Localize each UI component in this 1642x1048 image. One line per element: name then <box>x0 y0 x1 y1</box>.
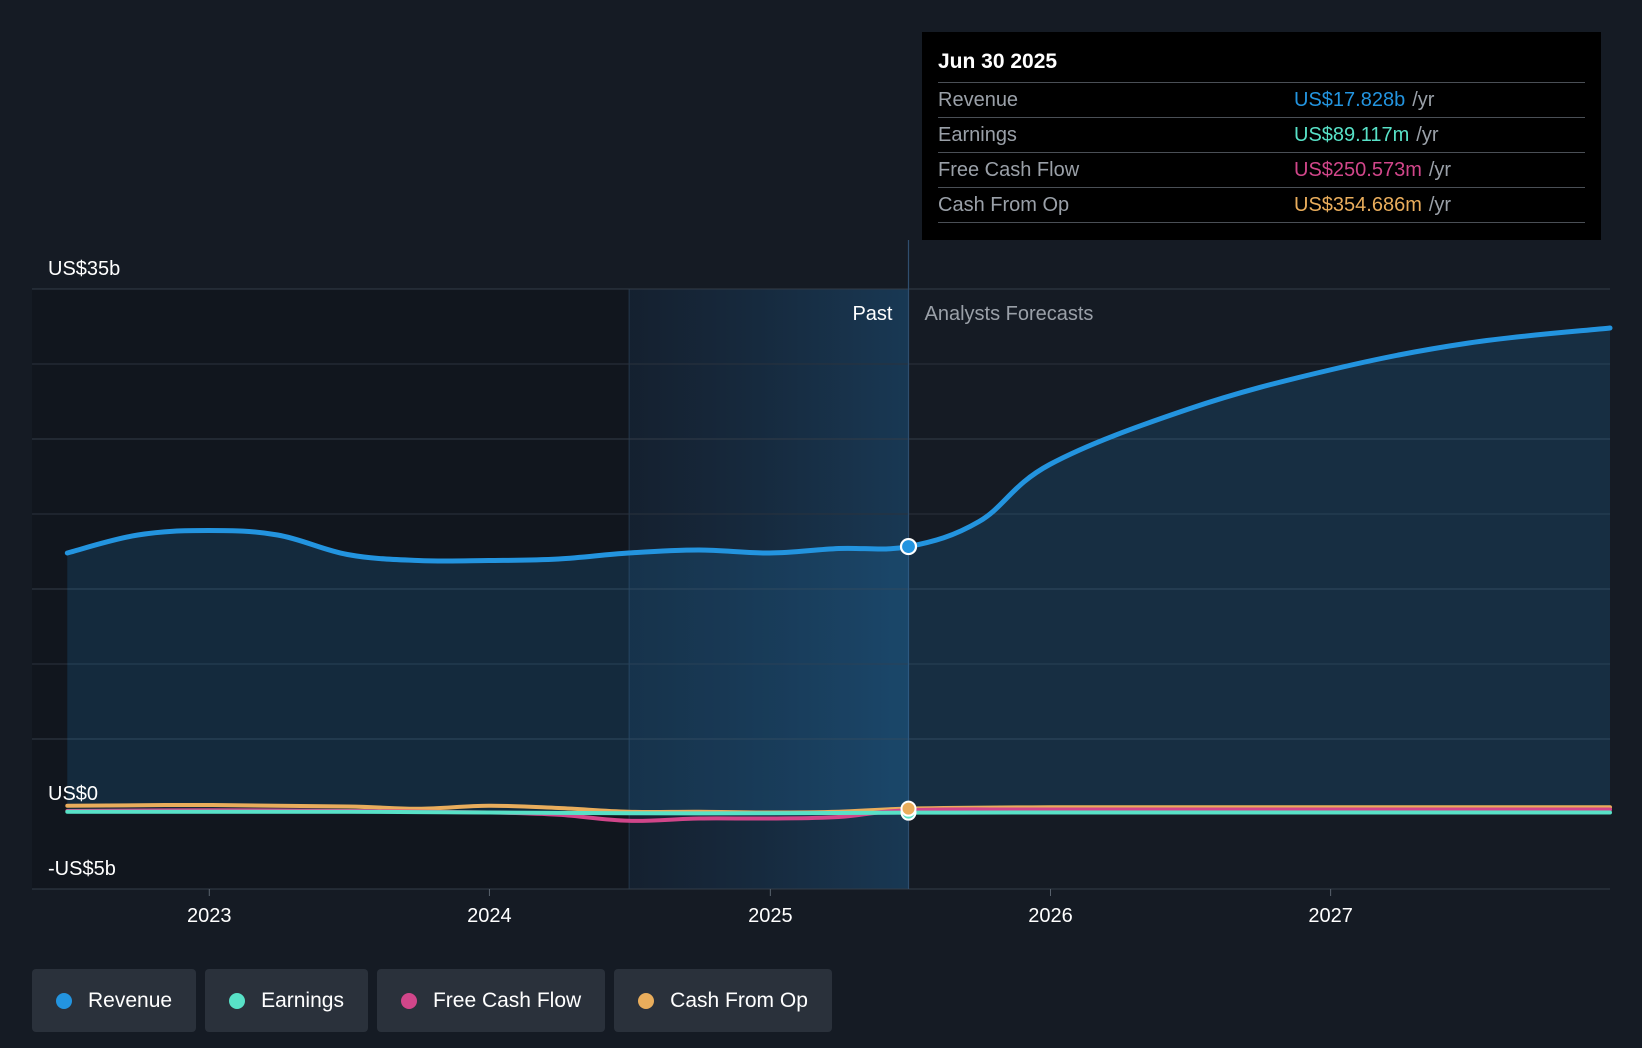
tooltip-row-free-cash-flow: Free Cash Flow US$250.573m /yr <box>938 152 1585 187</box>
y-tick-label: US$35b <box>48 258 120 280</box>
revenue-marker <box>899 537 918 556</box>
tooltip-label: Earnings <box>938 123 1017 146</box>
tooltip-row-revenue: Revenue US$17.828b /yr <box>938 82 1585 117</box>
tooltip-label: Revenue <box>938 88 1019 111</box>
x-tick-label: 2025 <box>748 905 793 927</box>
x-tick-label: 2023 <box>187 905 232 927</box>
cash-from-op-marker <box>900 800 917 817</box>
legend-label: Free Cash Flow <box>432 988 582 1012</box>
tooltip-label: Cash From Op <box>938 193 1070 216</box>
legend-label: Revenue <box>88 988 173 1012</box>
legend-item-revenue[interactable]: Revenue <box>32 969 197 1032</box>
legend-item-free-cash-flow[interactable]: Free Cash Flow <box>376 969 606 1032</box>
legend-item-earnings[interactable]: Earnings <box>205 969 368 1032</box>
tooltip-unit: /yr <box>1416 123 1439 146</box>
tooltip-value: US$250.573m <box>1294 158 1422 181</box>
earnings-line <box>65 809 1612 816</box>
tooltip-label: Free Cash Flow <box>938 158 1080 181</box>
x-tick-label: 2026 <box>1028 905 1073 927</box>
tooltip-row-earnings: Earnings US$89.117m /yr <box>938 117 1585 152</box>
revenue-line <box>64 325 1613 564</box>
tooltip: Jun 30 2025 Revenue US$17.828b /yr Earni… <box>922 32 1601 240</box>
tooltip-unit: /yr <box>1428 158 1452 181</box>
revenue-dot-icon <box>56 992 72 1009</box>
x-tick-label: 2024 <box>467 905 512 927</box>
legend-label: Cash From Op <box>670 988 808 1012</box>
tooltip-value: US$89.117m <box>1294 123 1410 146</box>
tooltip-value: US$17.828b <box>1294 88 1406 111</box>
free-cash-flow-dot-icon <box>400 992 417 1009</box>
earnings-dot-icon <box>229 992 246 1009</box>
y-tick-label: US$0 <box>48 783 98 805</box>
x-tick-label: 2027 <box>1308 905 1353 927</box>
tooltip-row-cash-from-op: Cash From Op US$354.686m /yr <box>938 187 1585 223</box>
tooltip-value: US$354.686m <box>1294 193 1422 216</box>
tooltip-date: Jun 30 2025 <box>938 50 1058 73</box>
past-label: Past <box>852 303 892 325</box>
y-tick-label: -US$5b <box>48 858 116 880</box>
cash-from-op-dot-icon <box>638 992 655 1009</box>
legend-label: Earnings <box>261 988 344 1012</box>
legend: Revenue Earnings Free Cash Flow Cash Fro… <box>32 969 832 1032</box>
legend-item-cash-from-op[interactable]: Cash From Op <box>614 969 832 1032</box>
revenue-area <box>67 328 1611 814</box>
forecast-label: Analysts Forecasts <box>924 303 1093 325</box>
tooltip-unit: /yr <box>1428 193 1452 216</box>
tooltip-unit: /yr <box>1412 88 1435 111</box>
